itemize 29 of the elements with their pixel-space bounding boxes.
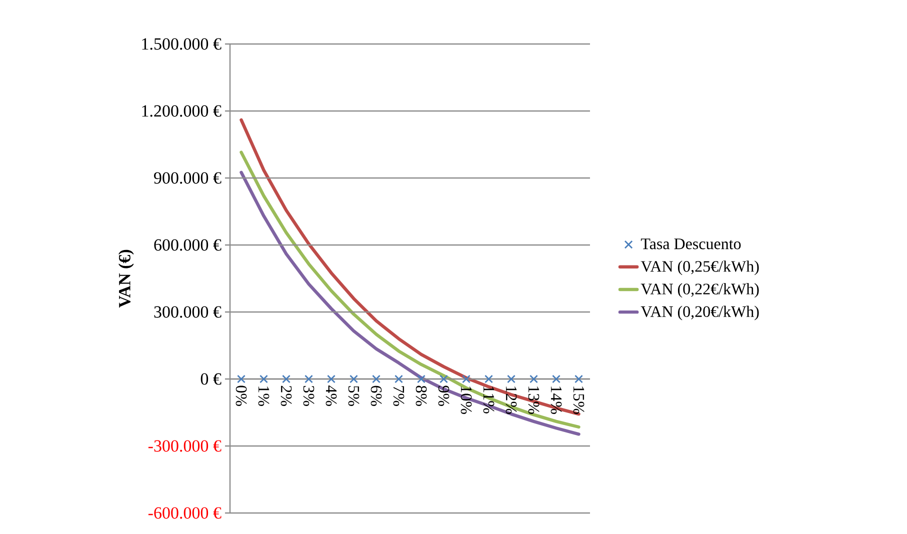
y-tick-label: 600.000 €: [154, 239, 222, 251]
x-tick-label: 4%: [326, 386, 337, 406]
legend-label: VAN (0,22€/kWh): [640, 283, 759, 298]
y-axis-title: VAN (€): [118, 250, 134, 308]
x-tick-label: 7%: [393, 386, 404, 406]
x-tick-label: 10%: [460, 386, 472, 414]
y-tick-label: 0 €: [200, 373, 222, 385]
x-tick-label: 14%: [550, 386, 562, 414]
x-tick-label: 9%: [438, 386, 450, 406]
x-tick-label: 1%: [258, 386, 270, 406]
x-tick-label: 2%: [280, 386, 292, 406]
x-tick-label: 15%: [573, 386, 584, 414]
x-tick-label: 12%: [506, 386, 517, 414]
legend-label: VAN (0,20€/kWh): [640, 306, 759, 320]
x-tick-label: 3%: [303, 386, 314, 406]
y-tick-label: 1.200.000 €: [142, 105, 222, 117]
legend-label: Tasa Descuento: [640, 238, 741, 250]
y-tick-label: 1.500.000 €: [142, 38, 222, 50]
x-tick-label: 13%: [528, 386, 540, 414]
x-tick-label: 8%: [416, 386, 427, 406]
y-tick-label: 900.000 €: [154, 172, 222, 184]
x-tick-label: 5%: [348, 386, 360, 406]
y-tick-label: -300.000 €: [148, 440, 222, 452]
x-tick-label: 6%: [370, 386, 382, 406]
y-tick-label: -600.000 €: [148, 507, 222, 519]
x-tick-label: 11%: [483, 386, 494, 414]
y-tick-label: 300.000 €: [154, 306, 222, 318]
legend-label: VAN (0,25€/kWh): [640, 260, 759, 276]
x-tick-label: 0%: [236, 386, 247, 406]
